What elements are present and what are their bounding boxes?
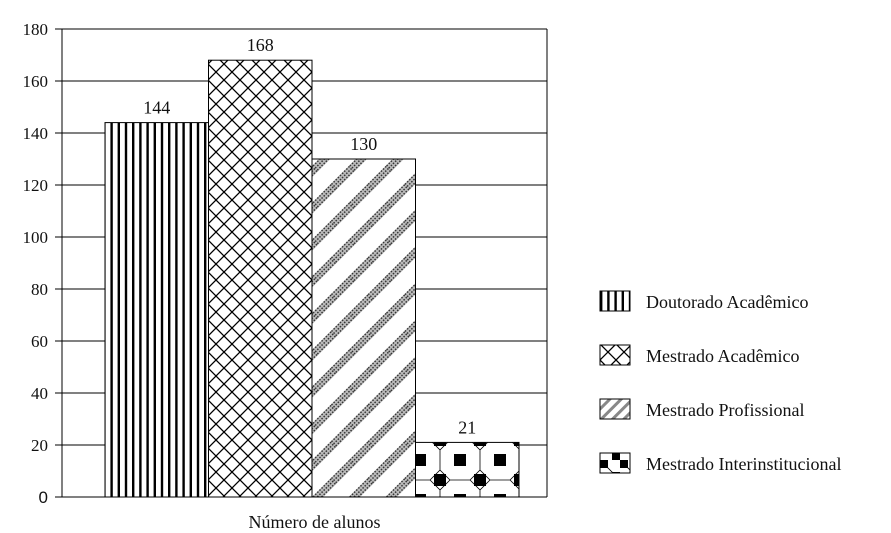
bar-2 bbox=[208, 59, 313, 498]
y-tick-label: 160 bbox=[23, 72, 49, 91]
bar-value-label: 144 bbox=[143, 98, 170, 118]
legend-label: Mestrado Acadêmico bbox=[646, 346, 799, 366]
y-tick-label: 20 bbox=[31, 436, 48, 455]
data-labels: 144 168 130 21 bbox=[143, 35, 476, 437]
bars bbox=[104, 59, 520, 498]
legend-swatch bbox=[599, 452, 631, 474]
bar-value-label: 21 bbox=[458, 417, 476, 437]
bar-1 bbox=[104, 122, 209, 498]
y-tick-label: 140 bbox=[23, 124, 49, 143]
y-tick-label: 100 bbox=[23, 228, 49, 247]
legend-label: Mestrado Interinstitucional bbox=[646, 454, 841, 474]
legend-swatch bbox=[599, 344, 631, 366]
bar-3 bbox=[311, 158, 416, 498]
y-tick-label: 120 bbox=[23, 176, 49, 195]
legend-swatch bbox=[599, 398, 631, 420]
bar-4 bbox=[415, 441, 520, 498]
y-tick-label: 40 bbox=[31, 384, 48, 403]
y-tick-label: 80 bbox=[31, 280, 48, 299]
y-axis: 0 20 40 60 80 100 120 140 160 180 bbox=[23, 20, 62, 507]
legend-label: Mestrado Profissional bbox=[646, 400, 804, 420]
bar-value-label: 168 bbox=[247, 35, 274, 55]
legend: Doutorado Acadêmico Mestrado Acadêmico Mes… bbox=[599, 290, 841, 474]
bar-value-label: 130 bbox=[350, 134, 377, 154]
legend-swatch bbox=[599, 290, 631, 312]
x-axis-label: Número de alunos bbox=[249, 512, 381, 532]
y-tick-label: 180 bbox=[23, 20, 49, 39]
y-tick-label: 0 bbox=[39, 488, 48, 507]
legend-label: Doutorado Acadêmico bbox=[646, 292, 808, 312]
y-tick-label: 60 bbox=[31, 332, 48, 351]
